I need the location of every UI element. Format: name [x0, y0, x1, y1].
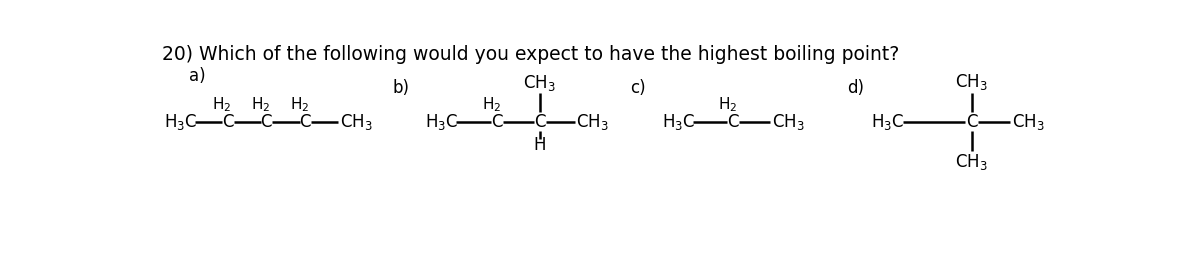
Text: a): a) [188, 68, 205, 85]
Text: d): d) [847, 79, 864, 97]
Text: H$_2$: H$_2$ [290, 96, 310, 114]
Text: C: C [260, 113, 272, 131]
Text: C: C [492, 113, 503, 131]
Text: H$_2$: H$_2$ [482, 96, 502, 114]
Text: CH$_3$: CH$_3$ [1012, 112, 1044, 132]
Text: c): c) [630, 79, 646, 97]
Text: H$_3$C: H$_3$C [871, 112, 904, 132]
Text: CH$_3$: CH$_3$ [772, 112, 804, 132]
Text: CH$_3$: CH$_3$ [955, 152, 988, 172]
Text: 20) Which of the following would you expect to have the highest boiling point?: 20) Which of the following would you exp… [162, 45, 899, 64]
Text: H$_3$C: H$_3$C [661, 112, 695, 132]
Text: CH$_3$: CH$_3$ [523, 73, 557, 93]
Text: H$_3$C: H$_3$C [164, 112, 197, 132]
Text: C: C [534, 113, 546, 131]
Text: C: C [222, 113, 233, 131]
Text: CH$_3$: CH$_3$ [955, 72, 988, 92]
Text: H: H [534, 136, 546, 154]
Text: H$_2$: H$_2$ [212, 96, 232, 114]
Text: CH$_3$: CH$_3$ [340, 112, 373, 132]
Text: H$_2$: H$_2$ [718, 96, 737, 114]
Text: b): b) [392, 79, 409, 97]
Text: H$_2$: H$_2$ [251, 96, 270, 114]
Text: H$_3$C: H$_3$C [425, 112, 458, 132]
Text: C: C [966, 113, 977, 131]
Text: C: C [299, 113, 311, 131]
Text: C: C [727, 113, 738, 131]
Text: CH$_3$: CH$_3$ [576, 112, 610, 132]
